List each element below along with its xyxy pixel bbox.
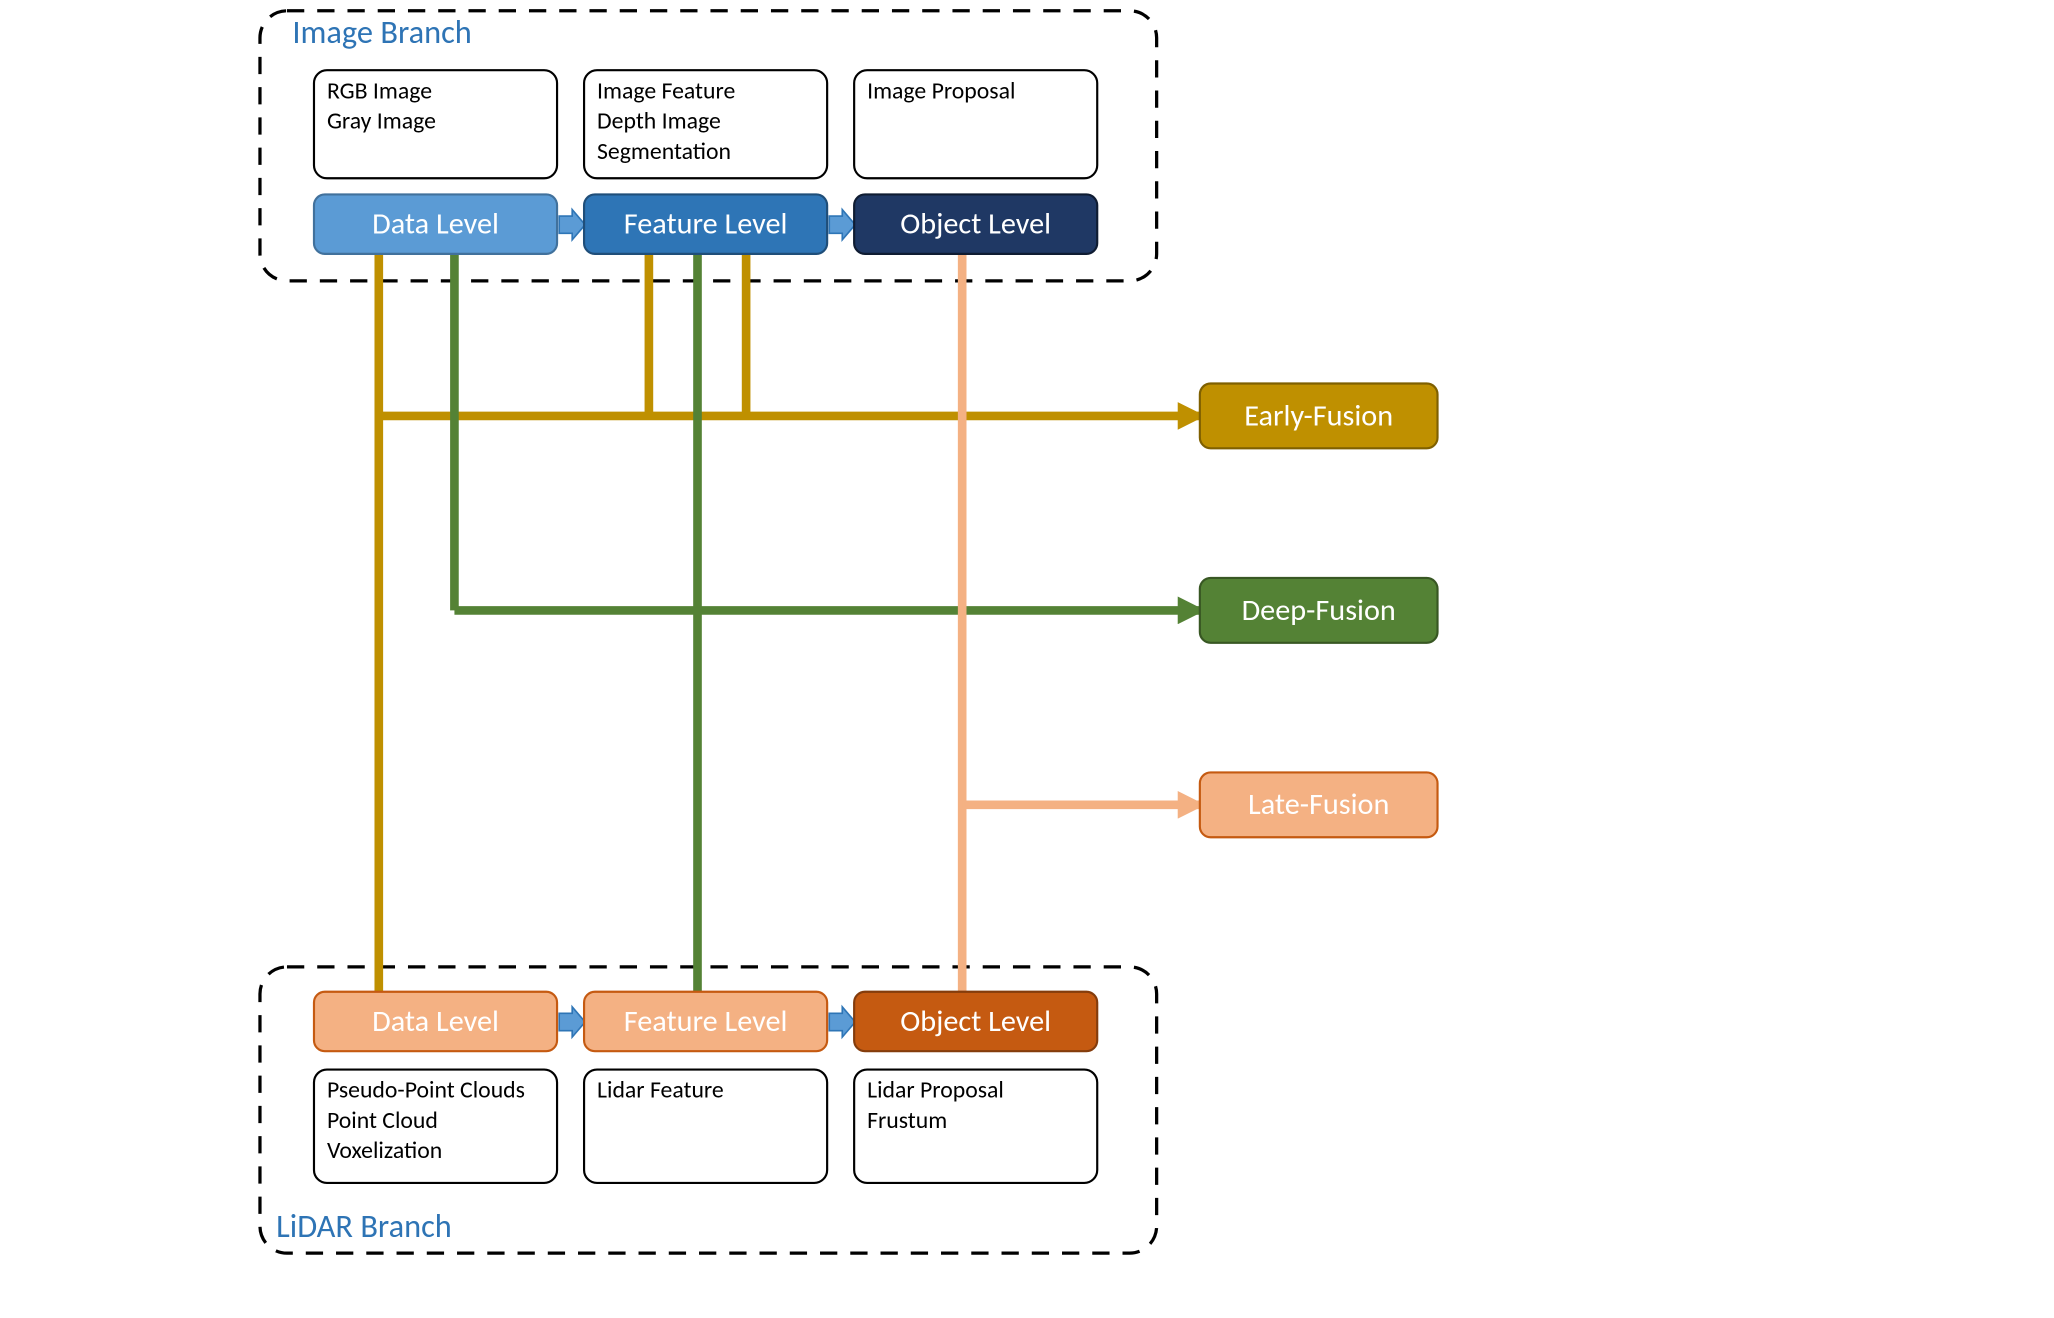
connections [379, 254, 1200, 992]
lidar_levels-desc-line: Frustum [867, 1106, 947, 1135]
lidar-feature-label: Feature Level [624, 1003, 788, 1040]
lidar-object-label: Object Level [900, 1003, 1051, 1040]
img-feature-label: Feature Level [624, 206, 788, 243]
img-data-label: Data Level [372, 206, 499, 243]
level-arrow-icon [829, 210, 855, 240]
level-arrow-icon [559, 210, 585, 240]
img-object-label: Object Level [900, 206, 1051, 243]
image_levels-desc-line: Depth Image [597, 107, 721, 136]
level-arrow-icon [829, 1007, 855, 1037]
image-branch-title: Image Branch [292, 12, 471, 52]
image_levels-desc-line: Image Proposal [867, 76, 1015, 105]
late-fusion-label: Late-Fusion [1248, 786, 1389, 823]
lidar-branch-title: LiDAR Branch [276, 1206, 452, 1246]
image_levels-desc-line: Gray Image [327, 107, 436, 136]
early-fusion-label: Early-Fusion [1244, 397, 1393, 434]
lidar_levels-desc-line: Lidar Feature [597, 1076, 724, 1105]
image_levels-desc-line: RGB Image [327, 76, 432, 105]
image_levels-desc-line: Segmentation [597, 137, 731, 166]
lidar_levels-desc-line: Pseudo-Point Clouds [327, 1076, 525, 1105]
lidar-data-label: Data Level [372, 1003, 499, 1040]
lidar_levels-desc-line: Point Cloud [327, 1106, 438, 1135]
lidar_levels-desc-line: Lidar Proposal [867, 1076, 1004, 1105]
deep-fusion-label: Deep-Fusion [1242, 592, 1396, 629]
lidar_levels-desc-line: Voxelization [327, 1136, 442, 1165]
level-arrow-icon [559, 1007, 585, 1037]
image_levels-desc-line: Image Feature [597, 76, 735, 105]
